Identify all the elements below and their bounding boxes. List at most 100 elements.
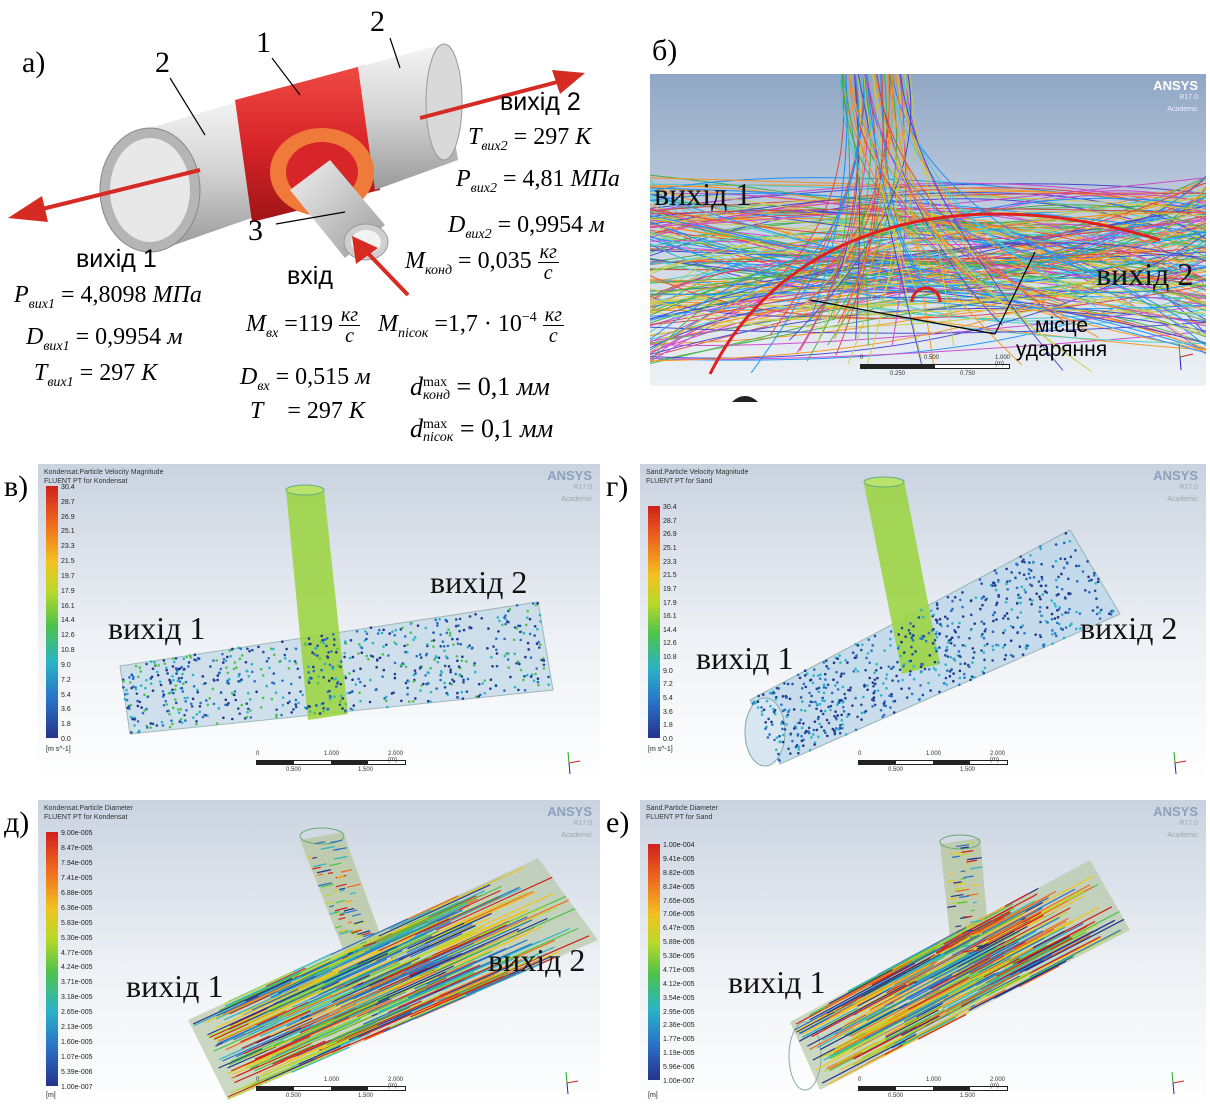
particle-track: [961, 949, 974, 953]
colorbar-tick-label: 1.19e-005: [663, 1050, 695, 1058]
particle-dot: [912, 634, 915, 637]
particle-track: [983, 957, 1021, 978]
particle-dot: [288, 691, 291, 695]
particle-dot: [980, 597, 984, 600]
particle-dot: [1003, 657, 1007, 661]
particle-dot: [357, 642, 361, 646]
colorbar-tick-label: 1.07e-005: [61, 1054, 93, 1062]
particle-track: [315, 841, 326, 845]
colorbar-tick-label: 4.77e-005: [61, 949, 93, 957]
particle-track: [971, 961, 1010, 982]
particle-dot: [393, 676, 397, 680]
particle-dot: [983, 644, 987, 647]
particle-dot: [1018, 645, 1022, 648]
particle-track: [901, 966, 959, 998]
particle-dot: [184, 719, 187, 722]
particle-dot: [1024, 590, 1027, 594]
streamline: [839, 74, 967, 278]
particle-dot: [226, 655, 229, 659]
axis-triad-g-icon: [1173, 751, 1187, 775]
particle-dot: [534, 672, 537, 676]
particle-dot: [230, 717, 234, 721]
particle-dot: [844, 696, 847, 700]
particle-dot: [868, 676, 872, 680]
particle-track: [334, 965, 454, 1020]
particle-dot: [216, 674, 220, 677]
particle-dot: [787, 747, 790, 751]
particle-dot: [141, 711, 145, 715]
particle-dot: [851, 651, 855, 654]
particle-dot: [1028, 583, 1032, 586]
particle-dot: [968, 636, 971, 640]
streamline: [650, 237, 1206, 340]
particle-track: [345, 946, 360, 952]
particle-dot: [156, 673, 160, 677]
particle-dot: [349, 638, 353, 642]
particle-dot: [162, 703, 166, 707]
particle-dot: [1015, 602, 1019, 605]
particle-dot: [307, 671, 311, 674]
particle-dot: [283, 657, 287, 660]
particle-dot: [818, 722, 821, 726]
colorbar-tick-label: 1.8: [663, 722, 673, 730]
particle-dot: [961, 615, 965, 618]
particle-dot: [205, 699, 208, 702]
particle-dot: [931, 642, 935, 645]
particle-dot: [526, 641, 530, 645]
particle-dot: [937, 660, 940, 664]
colorbar-tick-label: 19.7: [663, 585, 677, 593]
streamline: [650, 269, 1206, 308]
particle-dot: [1078, 612, 1082, 615]
particle-track: [244, 981, 360, 1034]
particle-dot: [196, 690, 200, 694]
particle-track: [216, 1004, 296, 1042]
particle-track: [966, 859, 978, 863]
particle-track: [457, 895, 567, 946]
particle-dot: [232, 667, 236, 671]
particle-dot: [486, 647, 489, 650]
particle-dot: [323, 638, 327, 642]
streamline: [650, 208, 1206, 215]
particle-track: [320, 883, 334, 888]
particle-dot: [305, 707, 309, 710]
particle-dot: [852, 670, 856, 673]
particle-dot: [248, 649, 251, 653]
particle-track: [460, 908, 576, 960]
particle-dot: [337, 664, 340, 668]
particle-dot: [246, 707, 250, 711]
particle-dot: [535, 667, 538, 670]
particle-dot: [407, 700, 411, 703]
particle-dot: [515, 661, 518, 665]
particle-dot: [165, 668, 168, 672]
particle-track: [822, 984, 907, 1030]
particle-dot: [1068, 539, 1072, 543]
particle-track: [277, 962, 400, 1019]
particle-dot: [429, 666, 432, 670]
particle-dot: [994, 588, 998, 592]
particle-track: [441, 958, 514, 991]
particle-dot: [261, 696, 265, 700]
particle-dot: [823, 699, 826, 703]
particle-dot: [178, 680, 182, 683]
particle-dot: [129, 715, 133, 719]
particle-dot: [519, 668, 523, 672]
particle-track: [957, 901, 968, 904]
particle-dot: [348, 691, 352, 695]
particle-dot: [791, 739, 794, 743]
particle-dot: [230, 691, 234, 695]
particle-dot: [128, 707, 131, 710]
particle-track: [1004, 919, 1073, 957]
particle-dot: [533, 634, 536, 637]
particle-dot: [504, 617, 507, 621]
particle-dot: [949, 641, 953, 645]
particle-dot: [995, 603, 998, 607]
particle-dot: [835, 670, 838, 674]
particle-track: [212, 988, 322, 1040]
particle-dot: [1038, 595, 1041, 598]
particle-dot: [834, 710, 837, 713]
particle-dot: [390, 692, 394, 695]
particle-dot: [123, 693, 127, 696]
particle-dot: [513, 652, 517, 656]
particle-track: [334, 925, 343, 929]
particle-dot: [369, 678, 372, 682]
